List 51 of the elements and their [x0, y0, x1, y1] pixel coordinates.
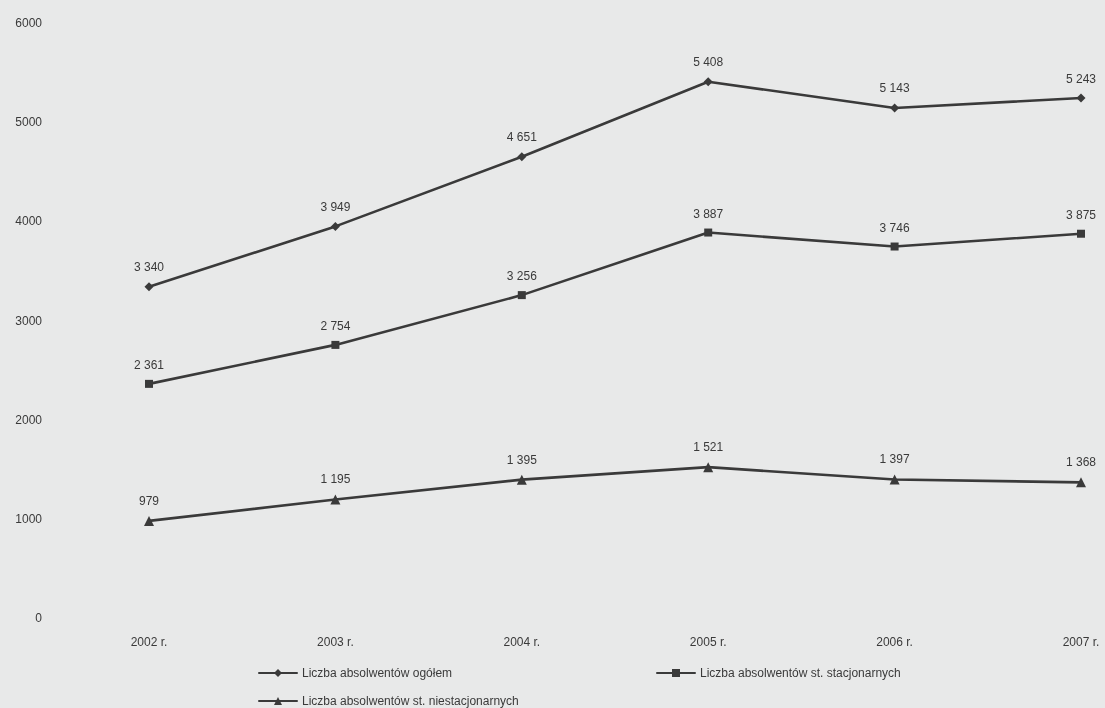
- point: [331, 340, 340, 349]
- data-label: 3 340: [133, 260, 165, 275]
- data-label: 5 408: [693, 55, 724, 70]
- y-tick-label: 2000: [15, 412, 43, 427]
- point: [330, 221, 340, 231]
- x-tick-label: 2007 r.: [1062, 635, 1100, 649]
- point: [703, 462, 714, 473]
- data-label: 5 143: [879, 81, 910, 96]
- y-tick-label: 1000: [15, 511, 43, 526]
- legend-label: Liczba absolwentów st. niestacjonarnych: [302, 694, 519, 708]
- y-tick-label: 3000: [15, 313, 43, 328]
- point: [516, 474, 527, 485]
- x-tick-label: 2002 r.: [130, 635, 168, 649]
- x-tick-label: 2006 r.: [876, 635, 913, 649]
- data-label: 1 395: [506, 452, 538, 467]
- data-label: 1 397: [879, 452, 910, 467]
- point: [1076, 477, 1086, 488]
- y-tick-label: 0: [35, 611, 43, 625]
- point: [517, 152, 527, 162]
- data-label: 3 887: [693, 206, 724, 221]
- data-label: 3 746: [879, 220, 910, 235]
- data-label: 3 875: [1065, 207, 1097, 222]
- legend-label: Liczba absolwentów st. stacjonarnych: [700, 666, 901, 680]
- y-tick-label: 4000: [15, 214, 43, 229]
- data-label: 5 243: [1065, 71, 1097, 86]
- point: [145, 379, 153, 388]
- y-tick-label: 5000: [15, 115, 43, 130]
- data-label: 3 949: [320, 199, 351, 214]
- data-label: 4 651: [506, 130, 538, 145]
- point: [890, 242, 899, 251]
- point: [330, 494, 341, 505]
- point: [144, 515, 154, 526]
- point: [517, 291, 526, 300]
- point: [144, 282, 154, 292]
- data-label: 1 368: [1065, 455, 1097, 470]
- data-label: 2 361: [133, 357, 165, 372]
- x-tick-label: 2004 r.: [503, 635, 541, 649]
- data-label: 979: [138, 493, 160, 508]
- x-tick-label: 2005 r.: [689, 635, 727, 649]
- legend-label: Liczba absolwentów ogółem: [302, 666, 453, 680]
- point: [889, 474, 900, 485]
- x-tick-label: 2003 r.: [317, 635, 354, 649]
- data-label: 1 195: [320, 472, 351, 487]
- point: [703, 77, 713, 87]
- y-tick-label: 6000: [15, 16, 43, 30]
- data-label: 1 521: [693, 440, 724, 455]
- data-label: 2 754: [320, 318, 351, 333]
- point: [1076, 93, 1086, 103]
- data-label: 3 256: [506, 269, 538, 284]
- point: [1077, 229, 1085, 238]
- point: [704, 228, 713, 237]
